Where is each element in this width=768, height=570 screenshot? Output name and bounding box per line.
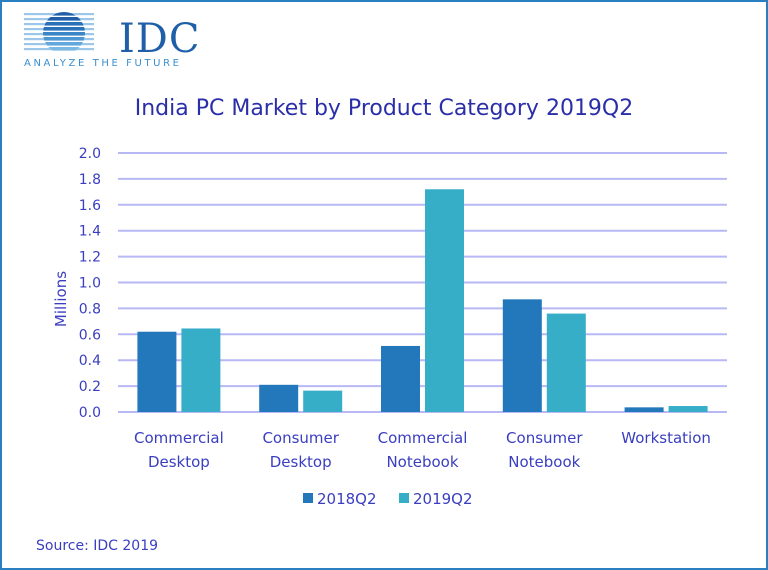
bar-2018q2-3 — [502, 299, 542, 412]
y-axis-label: Millions — [52, 271, 70, 327]
bar-2019q2-3 — [546, 313, 586, 412]
y-tick-label: 0.8 — [79, 301, 101, 317]
bar-2019q2-2 — [425, 189, 464, 412]
x-tick-label: Desktop — [270, 453, 332, 471]
y-tick-label: 1.4 — [79, 224, 101, 240]
bar-2018q2-4 — [624, 407, 664, 412]
legend-swatch-2019q2 — [399, 493, 409, 503]
legend-swatch-2018q2 — [303, 493, 313, 503]
bar-2018q2-2 — [381, 345, 420, 412]
y-tick-label: 0.4 — [79, 353, 101, 369]
x-tick-label: Consumer — [506, 429, 583, 447]
x-tick-label: Notebook — [508, 453, 580, 471]
idc-logo: IDC — [24, 10, 199, 72]
y-tick-label: 0.6 — [79, 327, 101, 343]
x-tick-label: Commercial — [134, 429, 224, 447]
logo-text: IDC — [119, 16, 201, 62]
y-tick-label: 1.6 — [79, 198, 101, 214]
bar-2019q2-0 — [181, 328, 221, 412]
x-tick-label: Commercial — [378, 429, 468, 447]
tagline: ANALYZE THE FUTURE — [24, 58, 182, 69]
x-tick-label: Workstation — [621, 429, 711, 447]
legend-label-2018q2: 2018Q2 — [317, 490, 377, 508]
bar-2019q2-1 — [303, 390, 343, 412]
source-note: Source: IDC 2019 — [36, 538, 159, 554]
x-tick-label: Consumer — [262, 429, 339, 447]
y-tick-label: 1.0 — [79, 276, 101, 292]
y-tick-label: 0.0 — [79, 405, 101, 421]
globe-stripes-icon — [24, 12, 94, 51]
y-tick-label: 2.0 — [79, 146, 101, 162]
legend-label-2019q2: 2019Q2 — [413, 490, 473, 508]
y-tick-label: 0.2 — [79, 379, 101, 395]
bar-2019q2-4 — [668, 406, 708, 412]
x-tick-label: Notebook — [386, 453, 458, 471]
y-tick-label: 1.2 — [79, 250, 101, 266]
bar-2018q2-0 — [137, 331, 177, 412]
chart-title: India PC Market by Product Category 2019… — [134, 96, 634, 121]
bar-2018q2-1 — [259, 384, 299, 412]
y-tick-label: 1.8 — [79, 172, 101, 188]
x-tick-label: Desktop — [148, 453, 210, 471]
